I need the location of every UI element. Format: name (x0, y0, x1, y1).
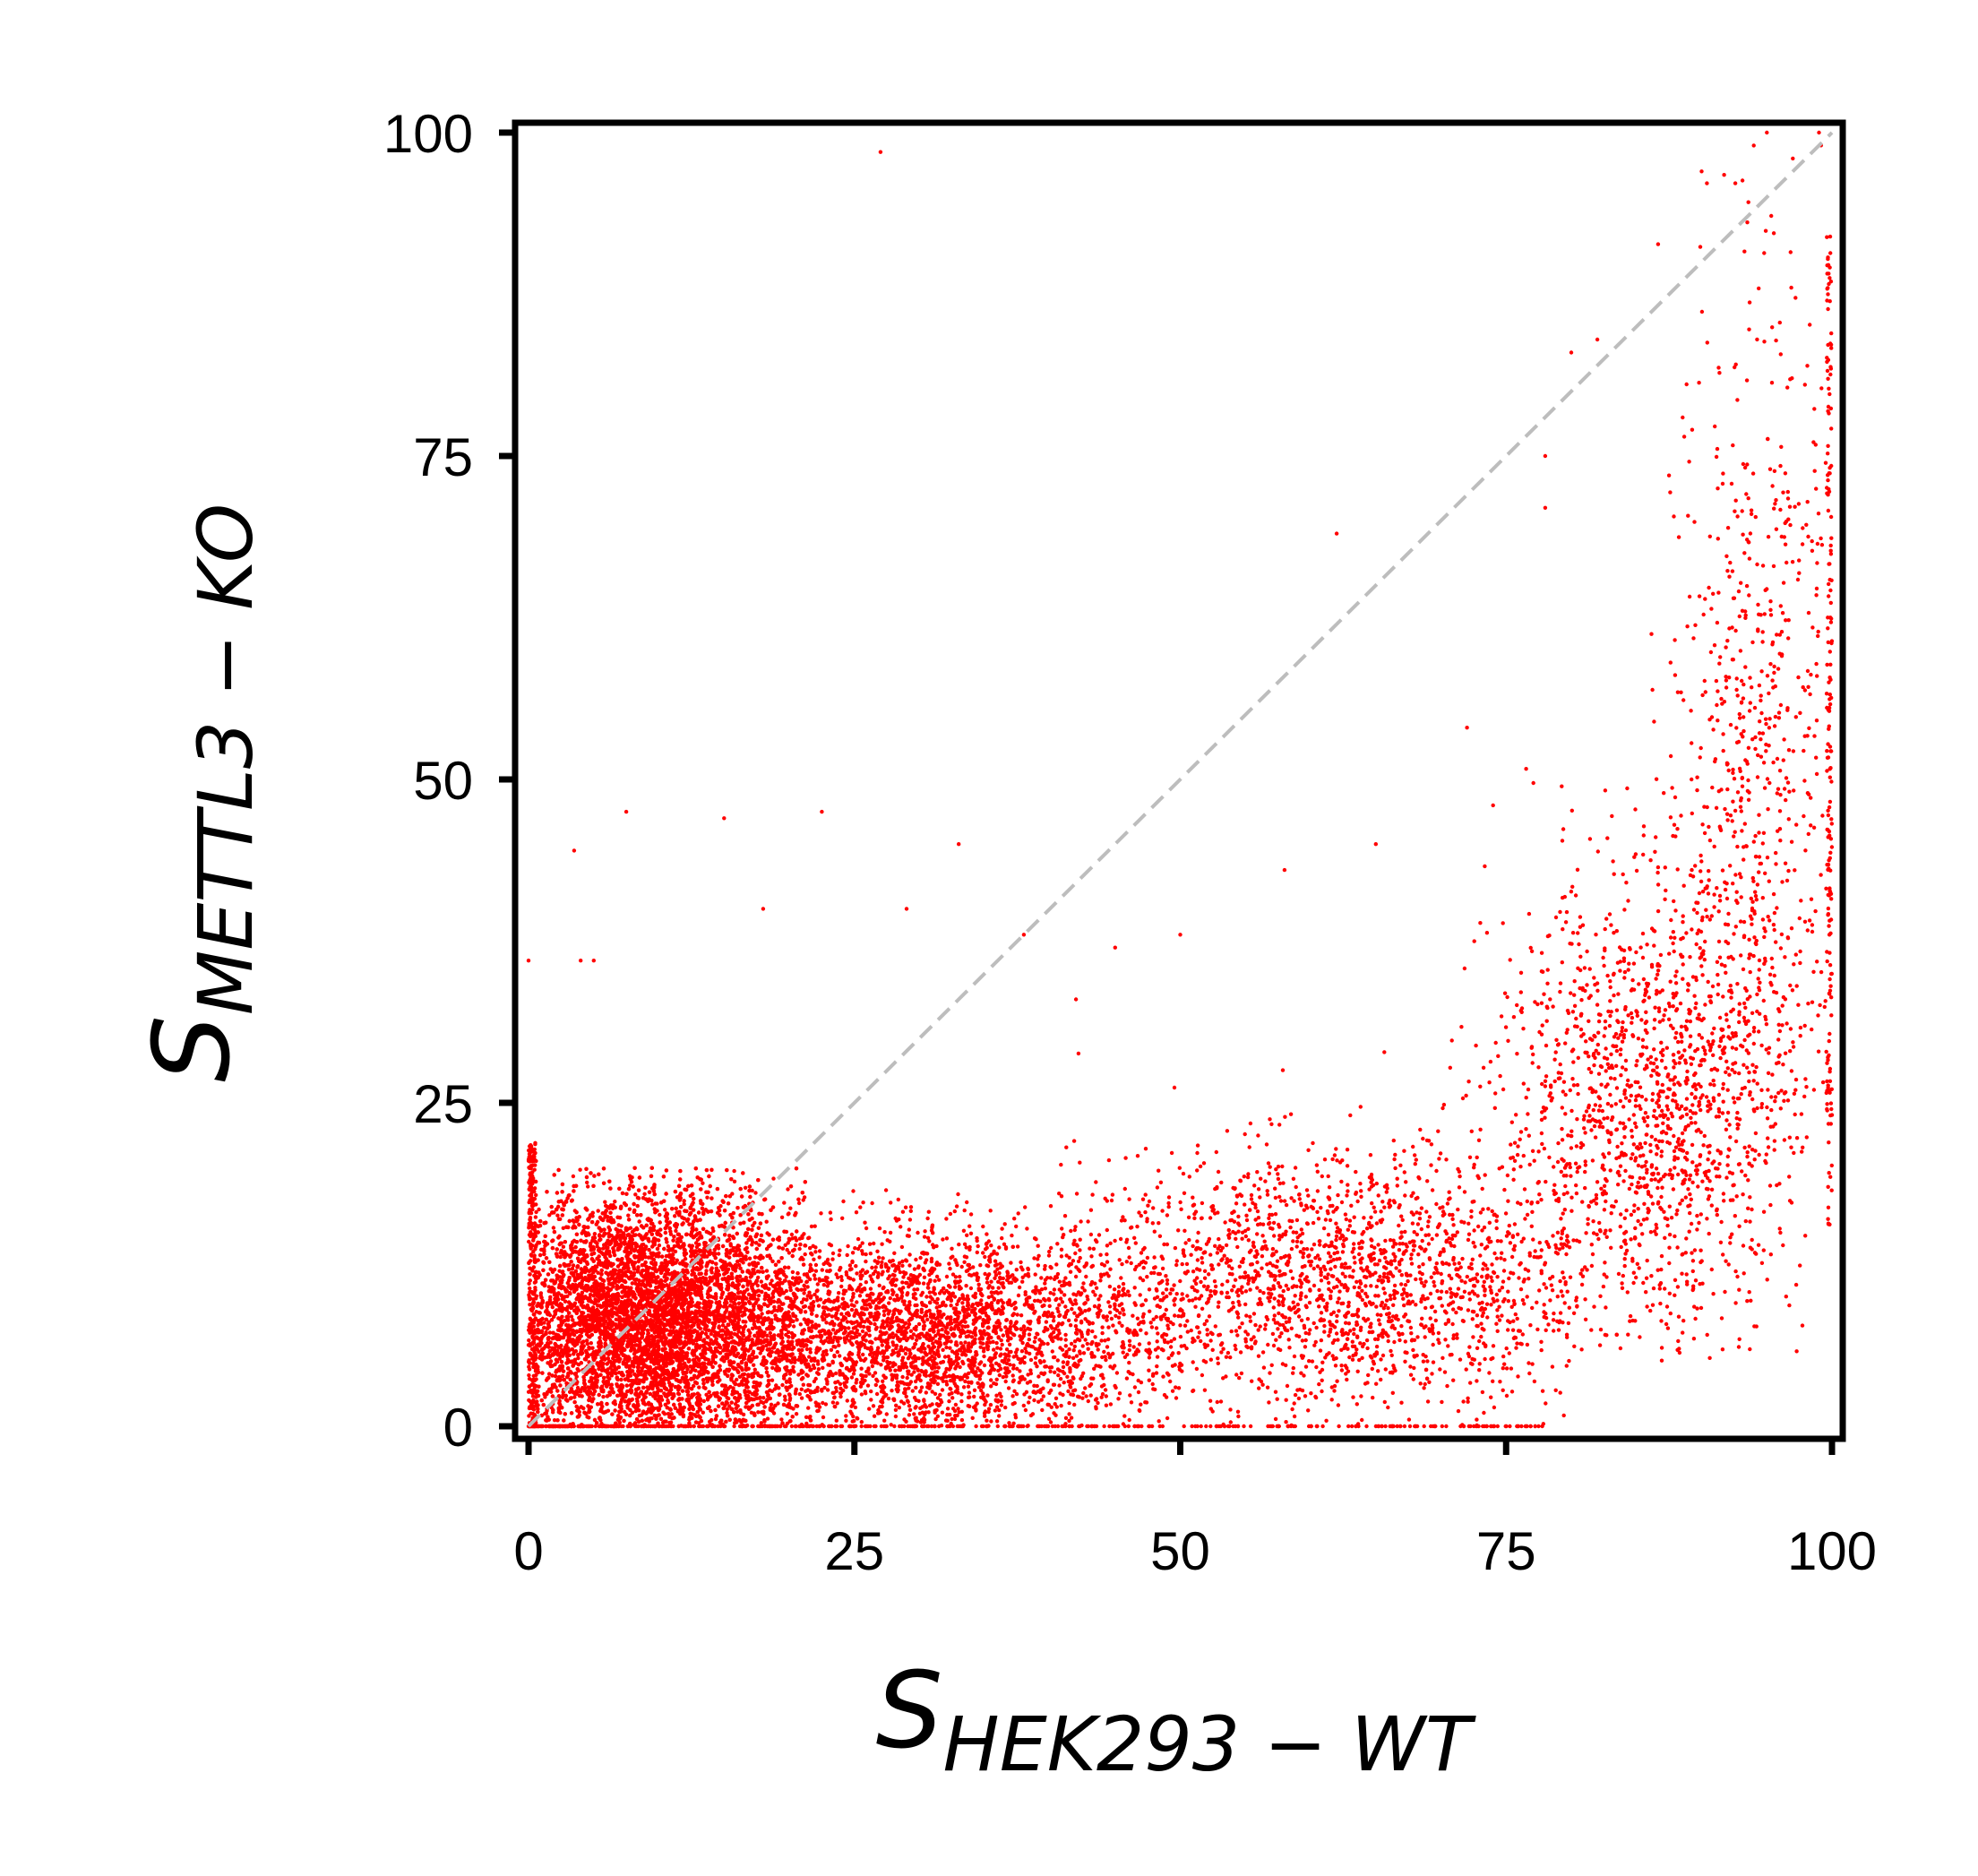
data-point (701, 1182, 704, 1185)
data-point (765, 1220, 769, 1224)
data-point (603, 1200, 606, 1204)
data-point (570, 1314, 573, 1318)
data-point (642, 1192, 646, 1196)
data-point (636, 1204, 640, 1208)
data-point (578, 1168, 581, 1172)
data-point (663, 1412, 666, 1416)
data-point (800, 1388, 804, 1391)
data-point (753, 1191, 757, 1194)
data-point (633, 1192, 637, 1196)
data-point (625, 1370, 629, 1373)
data-point (601, 1395, 605, 1398)
data-point (732, 1169, 735, 1173)
data-point (613, 1200, 616, 1203)
data-point (595, 1244, 598, 1248)
data-point (672, 1416, 675, 1419)
data-point (697, 1385, 701, 1389)
data-point (753, 1368, 757, 1372)
data-point (782, 1200, 786, 1204)
data-point (674, 1229, 677, 1233)
data-point (572, 1175, 575, 1178)
data-point (702, 1338, 706, 1341)
data-point (790, 1233, 794, 1236)
data-point (585, 1181, 589, 1184)
data-point (650, 1202, 654, 1206)
data-point (748, 1257, 752, 1261)
data-point (673, 1214, 676, 1218)
data-point (663, 1208, 666, 1211)
data-point (684, 1257, 687, 1261)
data-point (701, 1411, 705, 1415)
data-point (728, 1242, 732, 1245)
data-point (658, 1213, 661, 1217)
data-point (711, 1229, 715, 1233)
data-point (551, 1305, 555, 1309)
data-point (601, 1246, 605, 1250)
data-point (705, 1196, 709, 1200)
data-point (552, 1226, 555, 1229)
data-point (586, 1184, 589, 1188)
data-point (589, 1341, 593, 1345)
data-point (677, 1392, 681, 1396)
data-point (626, 1214, 630, 1218)
data-point (559, 1255, 563, 1259)
data-point (562, 1245, 565, 1249)
data-point (658, 1243, 661, 1247)
data-point (555, 1214, 559, 1218)
data-point (797, 1247, 801, 1251)
data-point (717, 1326, 720, 1330)
data-point (686, 1184, 690, 1188)
data-point (597, 1209, 600, 1212)
data-point (795, 1318, 798, 1321)
data-point (756, 1410, 760, 1414)
data-point (628, 1208, 632, 1211)
